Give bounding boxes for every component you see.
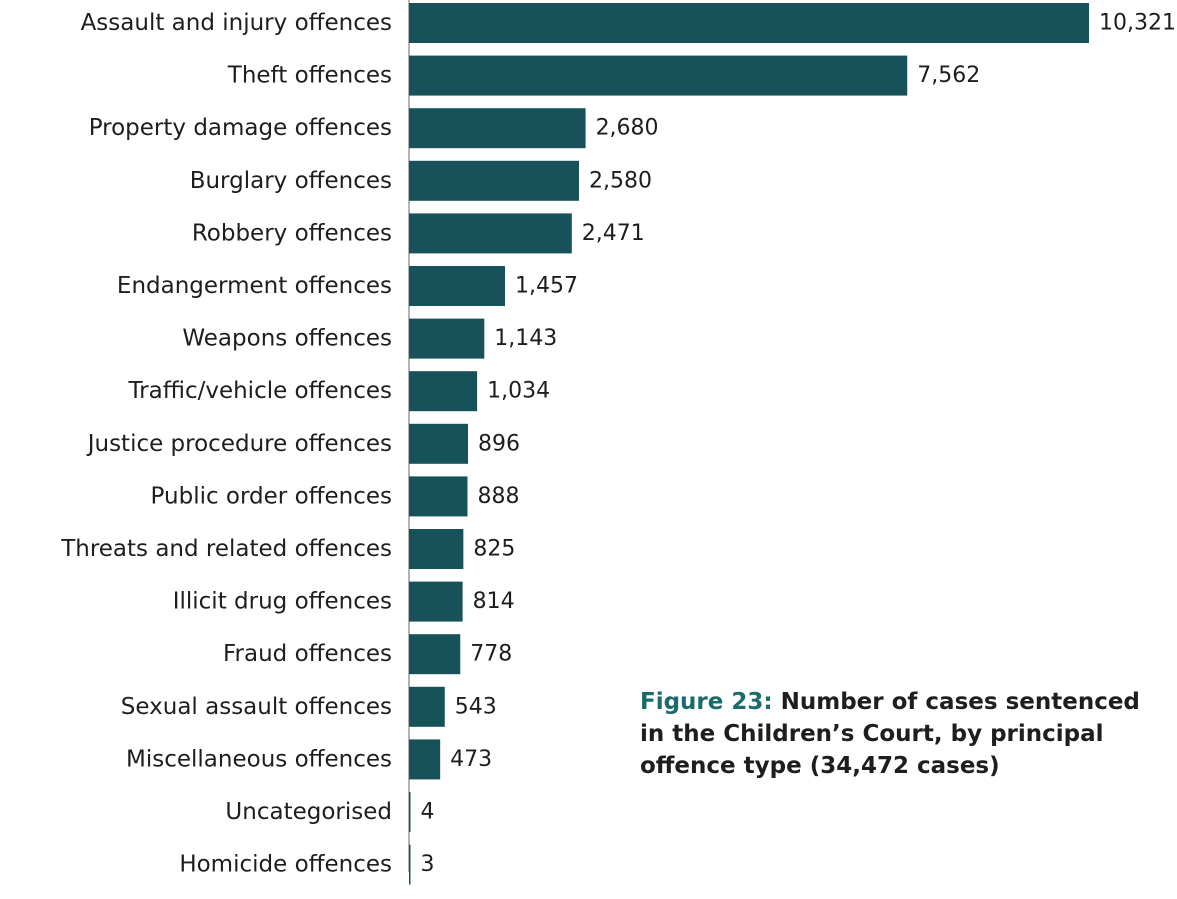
category-label: Miscellaneous offences bbox=[126, 746, 392, 772]
category-label: Assault and injury offences bbox=[81, 10, 392, 36]
value-label: 10,321 bbox=[1099, 11, 1176, 36]
value-label: 3 bbox=[421, 852, 435, 877]
category-label: Burglary offences bbox=[190, 168, 392, 194]
bar bbox=[409, 792, 411, 832]
category-label: Homicide offences bbox=[179, 852, 392, 878]
figure-caption-text: Number of cases sentenced in the Childre… bbox=[640, 689, 1140, 779]
value-label: 4 bbox=[421, 800, 435, 825]
figure-caption: Figure 23: Number of cases sentenced in … bbox=[640, 686, 1170, 782]
category-label: Weapons offences bbox=[182, 326, 392, 352]
bar bbox=[409, 160, 579, 201]
bar bbox=[409, 423, 469, 464]
category-label: Uncategorised bbox=[225, 799, 392, 825]
category-label: Public order offences bbox=[151, 483, 392, 509]
category-label: Justice procedure offences bbox=[86, 431, 392, 457]
bar bbox=[409, 108, 586, 149]
value-label: 1,034 bbox=[487, 379, 550, 404]
figure-number: Figure 23: bbox=[640, 689, 773, 715]
bar bbox=[409, 581, 463, 622]
value-label: 7,562 bbox=[917, 63, 980, 88]
bar bbox=[409, 634, 461, 675]
value-label: 888 bbox=[478, 484, 520, 509]
bar bbox=[409, 318, 485, 359]
category-label: Property damage offences bbox=[89, 115, 392, 141]
category-label: Theft offences bbox=[227, 63, 392, 89]
bar bbox=[409, 529, 464, 569]
bar bbox=[409, 266, 505, 306]
value-label: 778 bbox=[470, 642, 512, 667]
value-label: 543 bbox=[455, 694, 497, 719]
value-label: 1,143 bbox=[494, 326, 557, 351]
bar bbox=[409, 3, 1089, 43]
bar bbox=[409, 213, 572, 254]
bar bbox=[409, 55, 908, 96]
value-label: 825 bbox=[473, 537, 515, 562]
value-label: 896 bbox=[478, 431, 520, 456]
category-label: Traffic/vehicle offences bbox=[127, 378, 392, 404]
category-label: Robbery offences bbox=[192, 220, 392, 246]
bar bbox=[409, 844, 411, 885]
value-label: 2,580 bbox=[589, 168, 652, 193]
value-label: 2,680 bbox=[596, 116, 659, 141]
value-label: 473 bbox=[450, 747, 492, 772]
bar bbox=[409, 371, 478, 412]
value-label: 814 bbox=[473, 589, 515, 614]
category-label: Threats and related offences bbox=[60, 536, 392, 562]
category-label: Endangerment offences bbox=[117, 273, 392, 299]
bar bbox=[409, 476, 468, 517]
value-label: 1,457 bbox=[515, 274, 578, 299]
bar bbox=[409, 686, 445, 727]
value-label: 2,471 bbox=[582, 221, 645, 246]
bar bbox=[409, 739, 441, 780]
category-label: Sexual assault offences bbox=[121, 694, 392, 720]
category-label: Illicit drug offences bbox=[173, 589, 392, 615]
category-label: Fraud offences bbox=[223, 641, 392, 667]
